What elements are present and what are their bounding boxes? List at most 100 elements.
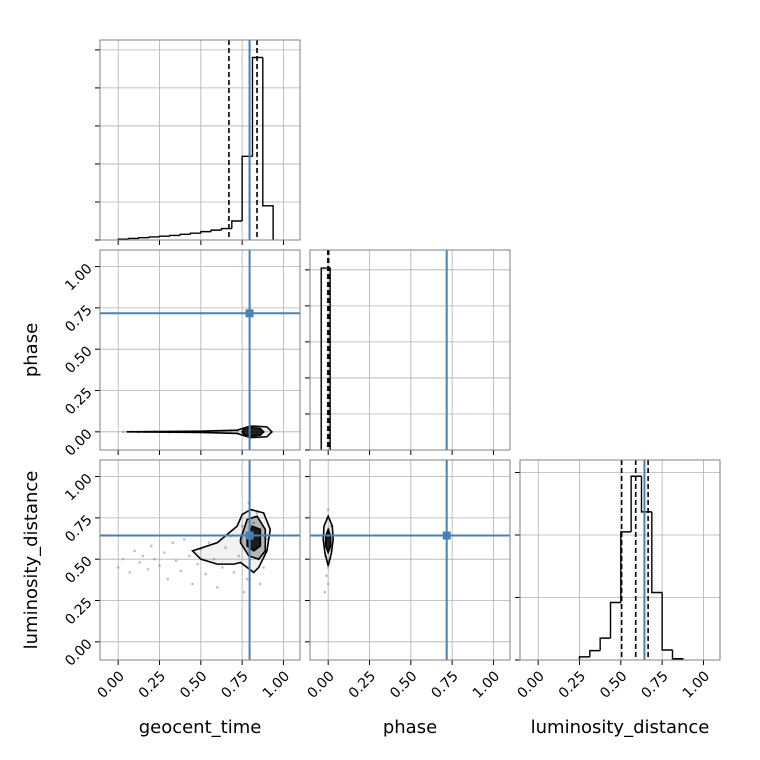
histogram-bin (620, 531, 632, 603)
sample-point (259, 582, 262, 586)
panel-frame (519, 459, 721, 661)
histogram-bin (589, 649, 601, 657)
sample-point (187, 554, 191, 558)
histogram-bin (609, 601, 621, 639)
sample-point (212, 557, 216, 561)
sample-point (326, 582, 330, 586)
histogram-bin (578, 656, 590, 660)
sample-point (138, 561, 141, 564)
sample-point (237, 554, 241, 558)
sample-point (242, 590, 246, 594)
panel-background (310, 460, 510, 660)
sample-point (224, 546, 227, 549)
sample-point (182, 538, 186, 541)
x-tick-label: 0.50 (387, 668, 420, 701)
panel-background (520, 460, 720, 660)
panel-frame (99, 459, 301, 661)
histogram-bin (671, 650, 684, 660)
density-contour (241, 426, 265, 437)
histogram-bin (189, 232, 201, 235)
histogram-bin (630, 475, 642, 532)
sample-point (240, 524, 244, 528)
panel-background (100, 460, 300, 660)
histogram-bin (127, 237, 139, 240)
panel-frame (309, 459, 511, 661)
panel-frame (309, 249, 511, 451)
sample-point (116, 566, 120, 569)
sample-point (163, 551, 166, 554)
y-tick-label: 0.25 (62, 595, 95, 628)
histogram-bin (210, 229, 222, 232)
y-tick-label: 0.50 (62, 344, 95, 377)
histogram-bin (200, 230, 212, 234)
y-axis-label: phase (21, 323, 42, 377)
sample-point (204, 572, 208, 576)
x-tick-label: 0.75 (638, 668, 671, 701)
x-tick-label: 0.50 (177, 668, 210, 701)
sample-point (141, 554, 145, 558)
sample-point (121, 557, 125, 561)
sample-point (323, 590, 327, 594)
sample-point (166, 577, 170, 581)
sample-point (216, 585, 219, 589)
x-axis-label: phase (383, 717, 437, 738)
sample-point (265, 538, 269, 541)
panel-background (100, 40, 300, 240)
histogram-bin (148, 236, 160, 238)
sample-point (158, 564, 161, 568)
x-tick-label: 0.00 (304, 668, 337, 701)
sample-point (174, 559, 178, 563)
x-tick-label: 0.50 (597, 668, 630, 701)
sample-point (235, 430, 239, 434)
histogram-bin (158, 235, 170, 237)
sample-point (196, 562, 199, 566)
y-tick-label: 0.00 (62, 426, 95, 459)
sample-point (179, 569, 183, 573)
sample-point (245, 577, 249, 581)
histogram-bin (661, 592, 673, 651)
panel-background (100, 250, 300, 450)
x-tick-label: 1.00 (260, 668, 293, 701)
sample-point (133, 549, 137, 553)
y-tick-label: 0.75 (62, 302, 95, 335)
sample-point (232, 571, 236, 574)
x-tick-label: 0.00 (514, 668, 547, 701)
sample-point (325, 574, 328, 578)
panel-frame (99, 249, 301, 451)
sample-point (207, 541, 211, 544)
x-tick-label: 0.75 (218, 668, 251, 701)
histogram-bin (262, 57, 274, 240)
density-contour (126, 425, 274, 439)
histogram-bin (231, 220, 243, 229)
histogram-bin (651, 511, 663, 594)
x-axis-label: luminosity_distance (531, 717, 710, 738)
sample-point (221, 566, 224, 569)
sample-point (171, 541, 175, 544)
y-axis-label: luminosity_distance (21, 471, 42, 650)
sample-point (191, 582, 194, 586)
sample-point (255, 511, 259, 515)
y-tick-label: 1.00 (62, 471, 95, 504)
sample-point (128, 571, 132, 574)
y-tick-label: 1.00 (62, 261, 95, 294)
histogram-bin (169, 234, 181, 237)
sample-point (252, 521, 256, 525)
x-tick-label: 0.75 (428, 668, 461, 701)
sample-point (121, 430, 125, 434)
sample-point (153, 557, 156, 561)
y-tick-label: 0.75 (62, 512, 95, 545)
histogram-bin (599, 637, 611, 651)
panel-background (310, 250, 510, 450)
sample-point (146, 567, 150, 571)
sample-point (149, 544, 153, 548)
x-tick-label: 0.25 (136, 668, 169, 701)
truth-marker (245, 531, 254, 540)
histogram-bin (179, 233, 191, 236)
x-tick-label: 0.25 (346, 668, 379, 701)
truth-marker (245, 309, 254, 318)
truth-marker (442, 531, 451, 540)
x-tick-label: 1.00 (470, 668, 503, 701)
sample-point (262, 566, 265, 569)
sample-point (326, 566, 330, 569)
